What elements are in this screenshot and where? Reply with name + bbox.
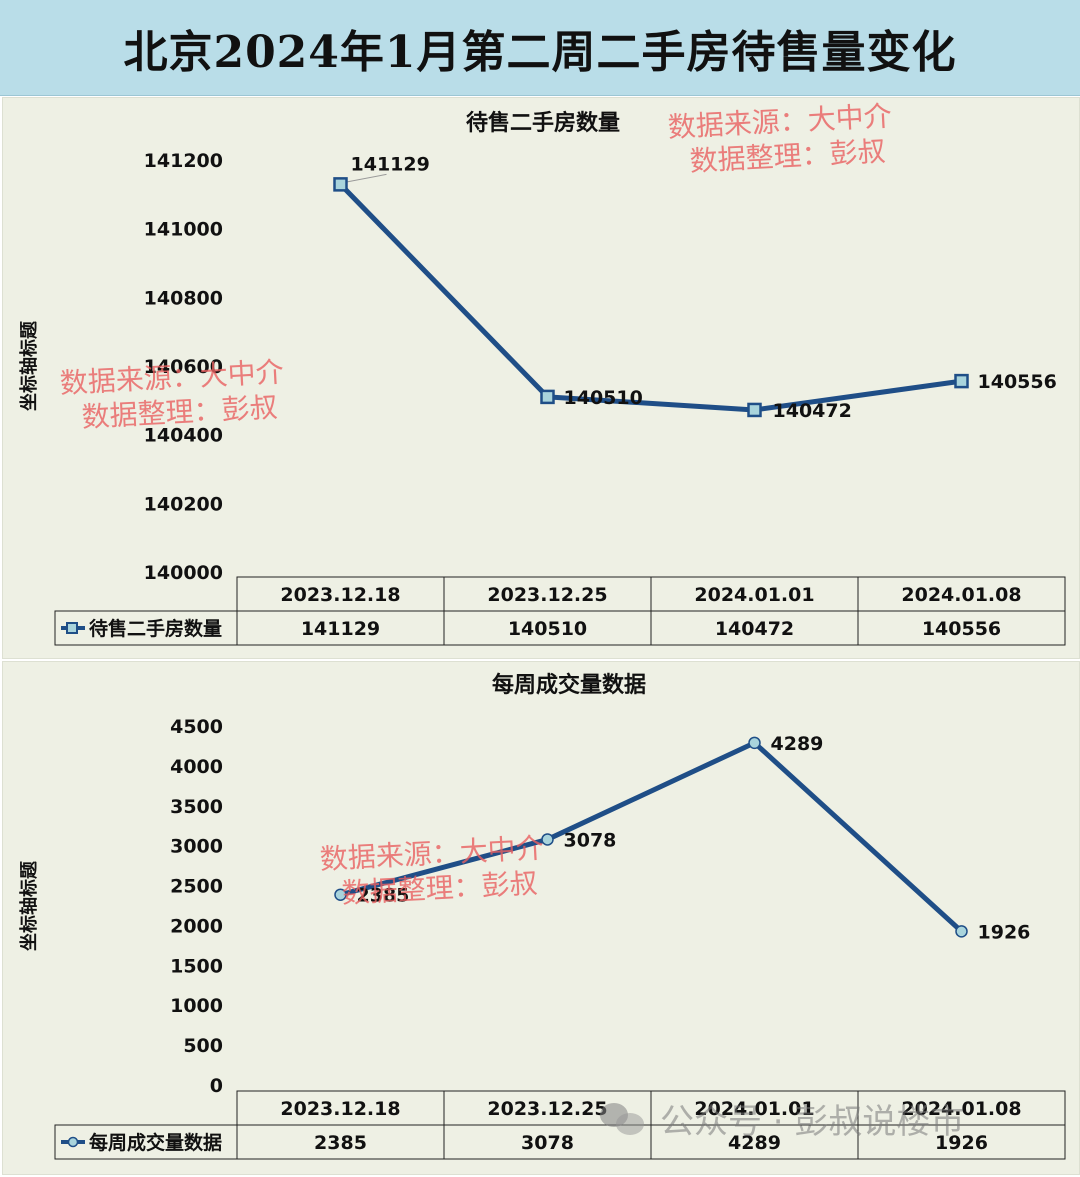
data-point-marker (748, 736, 761, 750)
y-tick-label: 2500 (170, 876, 223, 898)
data-label-leader (344, 173, 387, 183)
footer-watermark: 公众号 · 彭叔说楼市 (600, 1094, 964, 1143)
chart-panel-inventory: 待售二手房数量 坐标轴标题 140000 140200 140400 140600 1408… (2, 97, 1080, 659)
chart-panel-sales: 每周成交量数据 坐标轴标题 0 500 1000 1500 2000 2500 3000 3500… (2, 661, 1080, 1175)
chart-title: 待售二手房数量 (466, 110, 620, 136)
footer-watermark-text: 公众号 · 彭叔说楼市 (660, 1102, 965, 1142)
y-tick-label: 1500 (170, 955, 223, 977)
y-tick-label: 500 (183, 1035, 223, 1057)
legend-label: 每周成交量数据 (89, 1131, 222, 1154)
data-table-value: 2385 (314, 1132, 367, 1154)
data-point-marker (541, 833, 554, 846)
wechat-icon (600, 1101, 646, 1137)
data-point-marker (334, 888, 347, 901)
y-tick-label: 141200 (144, 150, 223, 172)
series-line (338, 181, 964, 413)
data-label: 1926 (978, 921, 1031, 943)
data-table-value: 140472 (715, 618, 794, 640)
x-category-label: 2023.12.18 (280, 584, 400, 606)
chart-title: 每周成交量数据 (492, 672, 646, 698)
data-point-marker (540, 389, 555, 405)
y-axis-title: 坐标轴标题 (18, 320, 40, 411)
x-category-label: 2023.12.25 (487, 584, 607, 606)
data-point-marker (955, 925, 968, 938)
y-tick-label: 140400 (144, 425, 223, 447)
title-banner: 北京2024年1月第二周二手房待售量变化 (0, 0, 1080, 96)
x-category-label: 2024.01.01 (694, 584, 814, 606)
y-tick-label: 0 (210, 1075, 223, 1097)
series-line (338, 740, 964, 934)
data-label: 140556 (978, 371, 1057, 393)
x-category-label: 2024.01.08 (901, 584, 1021, 606)
sales-line-chart: 每周成交量数据坐标轴标题0500100015002000250030003500… (18, 672, 1066, 1160)
data-point-marker (954, 373, 969, 389)
data-label: 140510 (564, 387, 643, 409)
y-tick-label: 4000 (170, 756, 223, 778)
y-tick-label: 3000 (170, 836, 223, 858)
page-title: 北京2024年1月第二周二手房待售量变化 (123, 26, 957, 78)
y-tick-label: 140200 (144, 493, 223, 515)
inventory-line-chart: 待售二手房数量坐标轴标题1400001402001404001406001408… (18, 110, 1066, 646)
y-tick-label: 140000 (144, 562, 223, 584)
y-tick-label: 141000 (144, 219, 223, 241)
x-category-label: 2023.12.18 (280, 1098, 400, 1120)
data-point-marker (333, 177, 348, 192)
legend-label: 待售二手房数量 (89, 617, 222, 640)
data-table-value: 1926 (935, 1132, 988, 1154)
data-point-marker (747, 402, 762, 418)
y-tick-label: 1000 (170, 995, 223, 1017)
y-tick-label: 2000 (170, 915, 223, 937)
legend-marker-icon (66, 622, 78, 634)
legend-marker-icon (67, 1136, 79, 1148)
y-tick-label: 140800 (144, 287, 223, 309)
data-table-legend-cell (54, 610, 238, 646)
data-label: 3078 (564, 829, 617, 851)
y-tick-label: 4500 (170, 716, 223, 738)
data-label: 4289 (771, 733, 824, 755)
x-category-label: 2024.01.01 (694, 1098, 814, 1120)
y-tick-label: 140600 (144, 356, 223, 378)
data-table-value: 3078 (521, 1132, 574, 1154)
data-table-value: 140510 (508, 618, 587, 640)
data-table-value: 141129 (301, 618, 380, 640)
data-label: 140472 (773, 400, 852, 422)
data-label: 2385 (357, 885, 410, 907)
y-axis-title: 坐标轴标题 (18, 860, 40, 951)
data-label: 141129 (351, 153, 430, 175)
x-category-label: 2024.01.08 (901, 1098, 1021, 1120)
x-category-label: 2023.12.25 (487, 1098, 607, 1120)
data-table-legend-cell (54, 1124, 238, 1160)
y-tick-label: 3500 (170, 796, 223, 818)
data-table-value: 140556 (922, 618, 1001, 640)
data-table-value: 4289 (728, 1132, 781, 1154)
